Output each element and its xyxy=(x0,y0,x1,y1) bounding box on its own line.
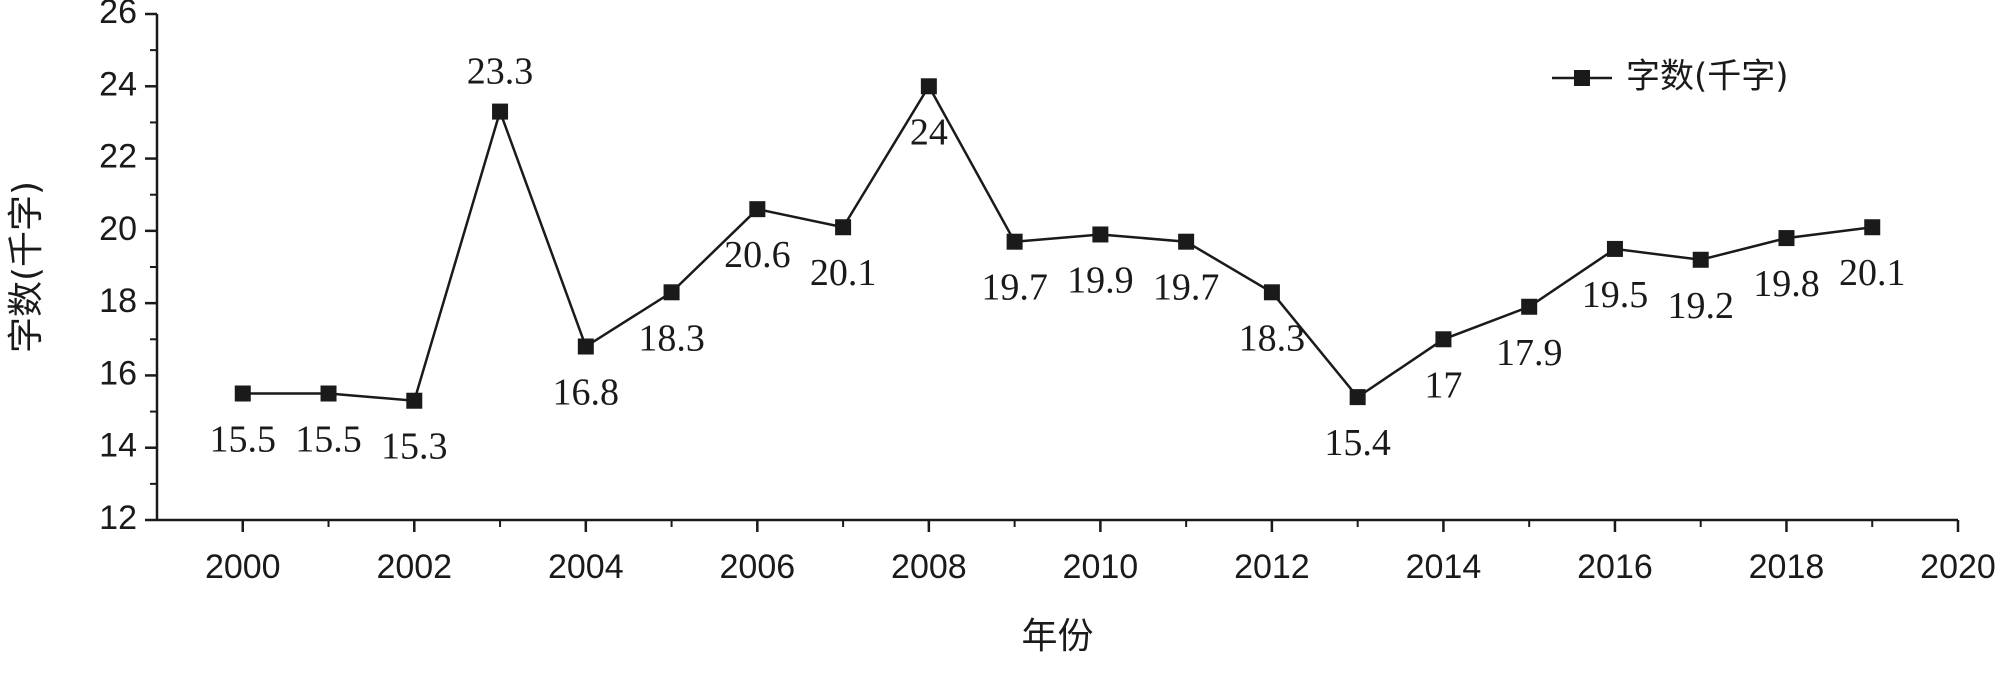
data-label: 19.7 xyxy=(1153,267,1220,309)
data-point-marker xyxy=(1263,284,1280,301)
data-point-marker xyxy=(1521,298,1538,315)
data-label: 18.3 xyxy=(638,317,705,359)
data-point-marker xyxy=(1349,389,1366,406)
data-label: 20.1 xyxy=(1839,252,1906,294)
data-point-marker xyxy=(1778,230,1795,247)
data-point-marker xyxy=(1435,331,1452,348)
data-point-marker xyxy=(1006,233,1023,250)
x-tick-label: 2010 xyxy=(1063,548,1139,586)
data-point-marker xyxy=(577,338,594,355)
y-tick-label: 22 xyxy=(99,138,137,176)
x-tick-label: 2016 xyxy=(1577,548,1653,586)
data-labels: 15.5 15.5 15.3 23.3 16.8 18.3 20.6 20.1 24 19.7 19… xyxy=(210,51,1906,468)
data-label: 15.3 xyxy=(381,426,448,468)
data-point-marker xyxy=(749,201,766,218)
data-point-marker xyxy=(406,392,423,409)
data-point-marker xyxy=(320,385,337,402)
data-point-marker xyxy=(234,385,251,402)
x-tick-label: 2014 xyxy=(1406,548,1482,586)
x-tick-label: 2018 xyxy=(1749,548,1825,586)
x-tick-label: 2000 xyxy=(205,548,281,586)
data-label: 19.2 xyxy=(1667,285,1734,327)
y-tick-label: 18 xyxy=(99,282,137,320)
data-label: 19.7 xyxy=(981,267,1048,309)
x-tick-label: 2008 xyxy=(891,548,967,586)
x-tick-label: 2006 xyxy=(720,548,796,586)
data-label: 23.3 xyxy=(467,51,534,93)
x-axis-title: 年份 xyxy=(1021,616,1093,657)
legend-label: 字数(千字) xyxy=(1626,57,1789,97)
data-label: 19.8 xyxy=(1753,263,1820,305)
data-label: 15.5 xyxy=(295,419,362,461)
data-point-marker xyxy=(835,219,852,236)
axes: 12 14 16 18 20 22 24 26 2000 2002 2004 2006 2008 2010… xyxy=(6,0,1996,657)
y-tick-label: 26 xyxy=(99,0,137,31)
data-label: 20.6 xyxy=(724,234,791,276)
series-layer xyxy=(234,78,1881,409)
y-tick-label: 16 xyxy=(99,354,137,392)
data-point-marker xyxy=(1178,233,1195,250)
y-axis-title: 字数(千字) xyxy=(6,181,47,353)
data-point-marker xyxy=(492,103,509,120)
data-label: 15.5 xyxy=(210,419,277,461)
series-line xyxy=(242,83,1873,403)
data-point-marker xyxy=(1692,251,1709,268)
data-label: 17 xyxy=(1424,364,1462,406)
data-point-marker xyxy=(920,78,937,95)
data-label: 24 xyxy=(910,111,948,153)
x-tick-label: 2020 xyxy=(1920,548,1996,586)
y-tick-label: 12 xyxy=(99,499,137,537)
data-label: 19.5 xyxy=(1582,274,1649,316)
legend-marker xyxy=(1574,70,1590,86)
y-tick-label: 24 xyxy=(99,65,137,103)
y-tick-label: 14 xyxy=(99,427,137,465)
data-point-marker xyxy=(1092,226,1109,243)
legend: 字数(千字) xyxy=(1552,57,1789,97)
x-tick-label: 2002 xyxy=(376,548,452,586)
data-label: 17.9 xyxy=(1496,332,1563,374)
x-tick-label: 2012 xyxy=(1234,548,1310,586)
data-label: 20.1 xyxy=(810,252,877,294)
data-point-marker xyxy=(663,284,680,301)
x-tick-label: 2004 xyxy=(548,548,624,586)
data-label: 15.4 xyxy=(1324,422,1391,464)
y-tick-label: 20 xyxy=(99,210,137,248)
data-label: 18.3 xyxy=(1239,317,1306,359)
data-label: 19.9 xyxy=(1067,259,1134,301)
data-point-marker xyxy=(1606,240,1623,257)
data-label: 16.8 xyxy=(553,372,620,414)
data-point-marker xyxy=(1864,219,1881,236)
